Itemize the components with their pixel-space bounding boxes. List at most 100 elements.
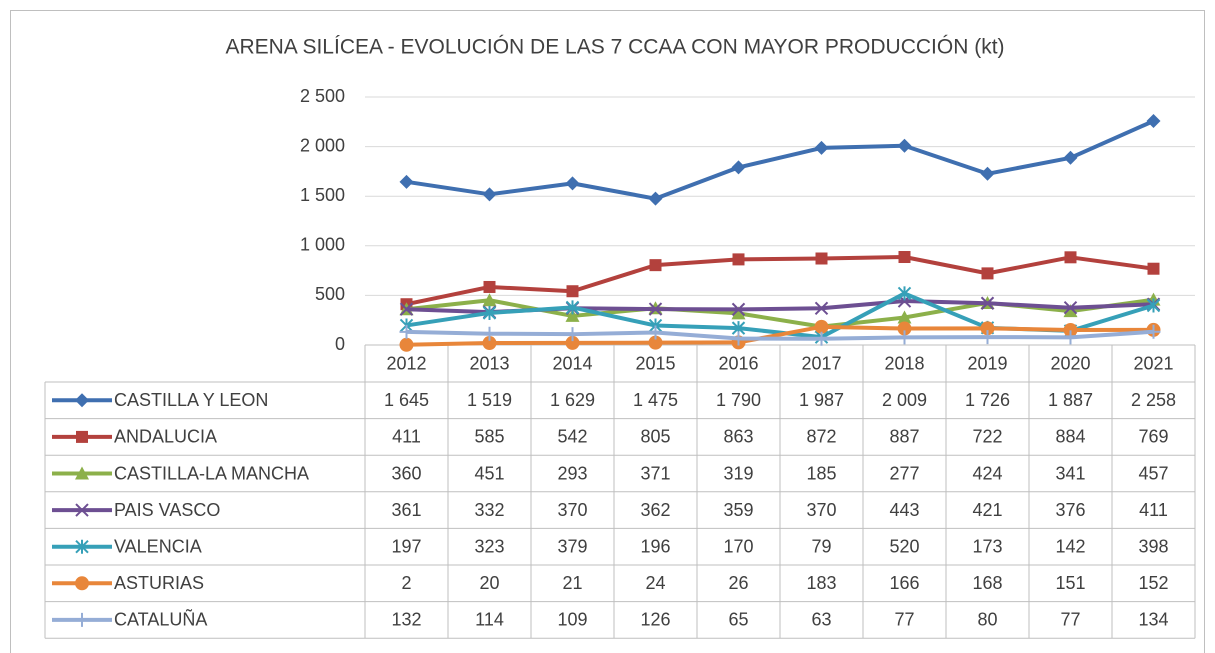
table-cell: 132 — [391, 610, 421, 630]
series-line — [406, 329, 1154, 341]
marker — [399, 337, 414, 352]
series-line — [406, 297, 1154, 329]
table-cell: 2 258 — [1131, 390, 1176, 410]
marker — [399, 324, 414, 339]
marker — [483, 280, 496, 293]
marker — [731, 160, 746, 175]
marker — [399, 302, 414, 316]
table-cell: 80 — [977, 610, 997, 630]
table-cell: 142 — [1055, 536, 1085, 556]
table-cell: 451 — [474, 463, 504, 483]
table-cell: 863 — [723, 427, 753, 447]
table-cell: 421 — [972, 500, 1002, 520]
table-cell: 362 — [640, 500, 670, 520]
table-cell: 1 519 — [467, 390, 512, 410]
series-line — [406, 255, 1154, 307]
marker — [75, 612, 89, 627]
table-cell: 183 — [806, 573, 836, 593]
x-tick-label: 2016 — [718, 353, 758, 373]
table-cell: 109 — [557, 610, 587, 630]
table-cell: 63 — [811, 610, 831, 630]
marker — [648, 325, 663, 340]
table-cell: 379 — [557, 536, 587, 556]
table-cell: 170 — [723, 536, 753, 556]
marker — [565, 300, 580, 315]
table-cell: 2 009 — [882, 390, 927, 410]
table-cell: 1 987 — [799, 390, 844, 410]
marker — [75, 539, 89, 554]
marker — [75, 503, 89, 517]
table-cell: 376 — [1055, 500, 1085, 520]
y-tick-label: 1 500 — [300, 185, 345, 205]
y-tick-label: 2 000 — [300, 135, 345, 155]
x-tick-label: 2014 — [552, 353, 592, 373]
marker — [898, 251, 911, 264]
marker — [897, 330, 912, 345]
series-line — [406, 324, 1154, 347]
table-cell: 323 — [474, 536, 504, 556]
table-cell: 1 726 — [965, 390, 1010, 410]
marker — [482, 326, 497, 341]
marker — [731, 331, 746, 346]
table-cell: 152 — [1138, 573, 1168, 593]
x-tick-label: 2020 — [1050, 353, 1090, 373]
series-line — [406, 119, 1155, 201]
x-tick-label: 2017 — [801, 353, 841, 373]
x-tick-label: 2019 — [967, 353, 1007, 373]
marker — [731, 302, 746, 317]
table-cell: 26 — [728, 573, 748, 593]
marker — [76, 430, 88, 443]
marker — [649, 259, 662, 272]
marker — [814, 331, 829, 346]
table-cell: 24 — [645, 573, 665, 593]
table-cell: 277 — [889, 463, 919, 483]
marker — [1147, 262, 1160, 275]
x-tick-label: 2013 — [469, 353, 509, 373]
marker — [814, 140, 829, 155]
marker — [731, 306, 746, 320]
table-cell: 166 — [889, 573, 919, 593]
table-cell: 2 — [401, 573, 411, 593]
marker — [648, 302, 663, 316]
table-cell: 151 — [1055, 573, 1085, 593]
marker — [482, 336, 497, 351]
marker — [1063, 330, 1078, 345]
table-cell: 520 — [889, 536, 919, 556]
marker — [1146, 324, 1161, 339]
x-tick-label: 2018 — [884, 353, 924, 373]
table-cell: 361 — [391, 500, 421, 520]
table-cell: 126 — [640, 610, 670, 630]
table-cell: 443 — [889, 500, 919, 520]
table-cell: 20 — [479, 573, 499, 593]
x-tick-label: 2012 — [386, 353, 426, 373]
table-cell: 77 — [894, 610, 914, 630]
table-cell: 1 475 — [633, 390, 678, 410]
table-cell: 79 — [811, 536, 831, 556]
table-cell: 293 — [557, 463, 587, 483]
marker — [897, 286, 912, 301]
table-cell: 1 790 — [716, 390, 761, 410]
table-cell: 371 — [640, 463, 670, 483]
marker — [482, 187, 497, 202]
legend-label: VALENCIA — [114, 536, 202, 556]
y-tick-label: 500 — [315, 284, 345, 304]
marker — [1064, 251, 1077, 264]
legend-label: PAIS VASCO — [114, 500, 220, 520]
marker — [1063, 304, 1078, 318]
table-cell: 887 — [889, 427, 919, 447]
table-cell: 457 — [1138, 463, 1168, 483]
marker — [75, 466, 89, 480]
marker — [732, 253, 745, 266]
table-cell: 398 — [1138, 536, 1168, 556]
marker — [399, 174, 414, 189]
table-cell: 1 645 — [384, 390, 429, 410]
marker — [565, 308, 580, 322]
table-cell: 196 — [640, 536, 670, 556]
marker — [897, 321, 912, 336]
marker — [566, 285, 579, 298]
marker — [1146, 298, 1161, 313]
marker — [482, 305, 497, 320]
marker — [897, 310, 912, 324]
chart-title: ARENA SILÍCEA - EVOLUCIÓN DE LAS 7 CCAA … — [225, 36, 1004, 59]
marker — [1146, 114, 1161, 129]
